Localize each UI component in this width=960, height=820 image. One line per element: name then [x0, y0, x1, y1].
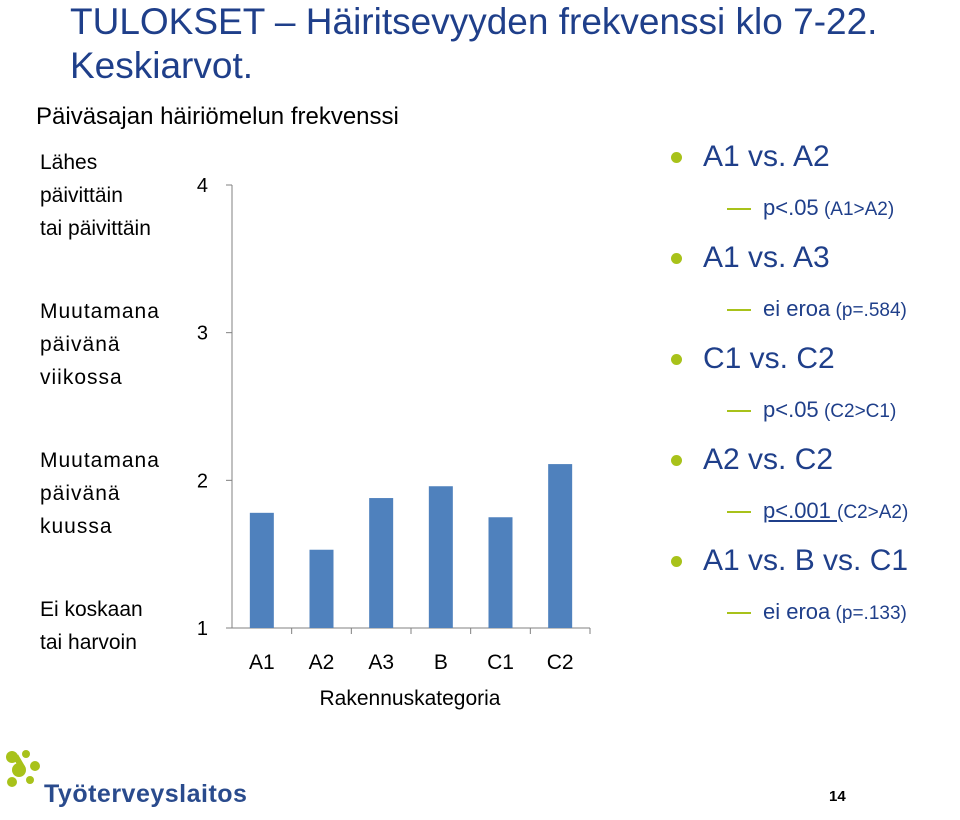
- result-detail: (C2>C1): [818, 400, 897, 422]
- result-main: p<.05: [763, 194, 819, 220]
- x-tick-label: B: [434, 651, 448, 674]
- y-category-line: Muutamana: [40, 449, 160, 472]
- y-tick-label: 4: [197, 175, 208, 197]
- comparison-item: C1 vs. C2: [665, 337, 960, 388]
- slide-title: TULOKSET – Häiritsevyyden frekvenssi klo…: [70, 1, 878, 86]
- result-detail: (p=.133): [830, 602, 907, 624]
- dash-icon: [727, 308, 751, 311]
- dash-icon: [727, 409, 751, 412]
- result-main: ei eroa: [763, 295, 831, 321]
- comparison-result: ei eroa (p=.133): [665, 590, 960, 641]
- bar-a2: [309, 549, 334, 628]
- comparison-label: C1 vs. C2: [703, 342, 835, 375]
- x-tick-label: A1: [249, 651, 275, 674]
- dash-icon: [727, 611, 751, 614]
- comparison-item: A1 vs. A2: [665, 135, 960, 186]
- x-axis-label: Rakennuskategoria: [319, 687, 501, 710]
- comparison-result: p<.05 (C2>C1): [665, 388, 960, 439]
- comparison-label: A2 vs. C2: [703, 443, 834, 476]
- bullet-dot-icon: [671, 253, 682, 264]
- dash-icon: [727, 207, 751, 210]
- result-main: p<.001: [763, 497, 838, 523]
- y-tick-label: 2: [197, 470, 208, 492]
- comparison-item: A1 vs. A3: [665, 236, 960, 287]
- comparison-list: A1 vs. A2 p<.05 (A1>A2) A1 vs. A3 ei ero…: [665, 135, 960, 640]
- comparison-result: p<.001 (C2>A2): [665, 489, 960, 540]
- y-category-line: kuussa: [40, 515, 113, 538]
- comparison-result: ei eroa (p=.584): [665, 287, 960, 338]
- y-category-line: Lähes: [40, 151, 98, 174]
- y-category-line: päivänä: [40, 482, 121, 505]
- dash-icon: [727, 510, 751, 513]
- comparison-label: A1 vs. B vs. C1: [703, 544, 909, 577]
- y-category-line: Ei koskaan: [40, 598, 143, 621]
- page-number: 14: [829, 788, 846, 805]
- y-category-label-never: Ei koskaan tai harvoin: [40, 593, 143, 659]
- result-main: ei eroa: [763, 598, 831, 624]
- comparison-label: A1 vs. A2: [703, 140, 830, 173]
- x-tick-label: C1: [487, 651, 514, 674]
- result-detail: (C2>A2): [837, 501, 909, 523]
- bar-a1: [249, 512, 274, 628]
- comparison-result: p<.05 (A1>A2): [665, 186, 960, 237]
- y-category-label-weekly: Muutamana päivänä viikossa: [40, 295, 160, 394]
- bar-c2: [548, 464, 573, 628]
- comparison-item: A1 vs. B vs. C1: [665, 539, 960, 590]
- bar-chart: 1 2 3 4 A1 A2 A3 B C1 C2: [197, 175, 591, 674]
- y-tick-label: 1: [197, 618, 208, 640]
- bar-c1: [488, 517, 513, 628]
- logo-text: Työterveyslaitos: [44, 780, 248, 808]
- comparison-item: A2 vs. C2: [665, 438, 960, 489]
- bar-b: [428, 486, 453, 628]
- logo-mark-icon: [6, 750, 40, 787]
- bullet-dot-icon: [671, 455, 682, 466]
- chart-title: Päiväsajan häiriömelun frekvenssi: [36, 103, 399, 130]
- bar-a3: [369, 498, 394, 628]
- y-category-line: Muutamana: [40, 300, 160, 323]
- result-detail: (p=.584): [830, 299, 907, 321]
- x-tick-label: C2: [547, 651, 574, 674]
- x-tick-label: A3: [368, 651, 394, 674]
- y-category-line: tai harvoin: [40, 631, 137, 654]
- y-category-label-daily: Lähes päivittäin tai päivittäin: [40, 146, 151, 245]
- y-category-line: päivänä: [40, 333, 121, 356]
- result-main: p<.05: [763, 396, 819, 422]
- comparison-label: A1 vs. A3: [703, 241, 830, 274]
- bullet-dot-icon: [671, 354, 682, 365]
- y-category-line: viikossa: [40, 366, 123, 389]
- y-category-label-monthly: Muutamana päivänä kuussa: [40, 444, 160, 543]
- y-tick-label: 3: [197, 323, 208, 345]
- result-detail: (A1>A2): [818, 198, 895, 220]
- y-category-line: tai päivittäin: [40, 217, 151, 240]
- x-tick-label: A2: [309, 651, 335, 674]
- bullet-dot-icon: [671, 152, 682, 163]
- y-category-line: päivittäin: [40, 184, 123, 207]
- bullet-dot-icon: [671, 556, 682, 567]
